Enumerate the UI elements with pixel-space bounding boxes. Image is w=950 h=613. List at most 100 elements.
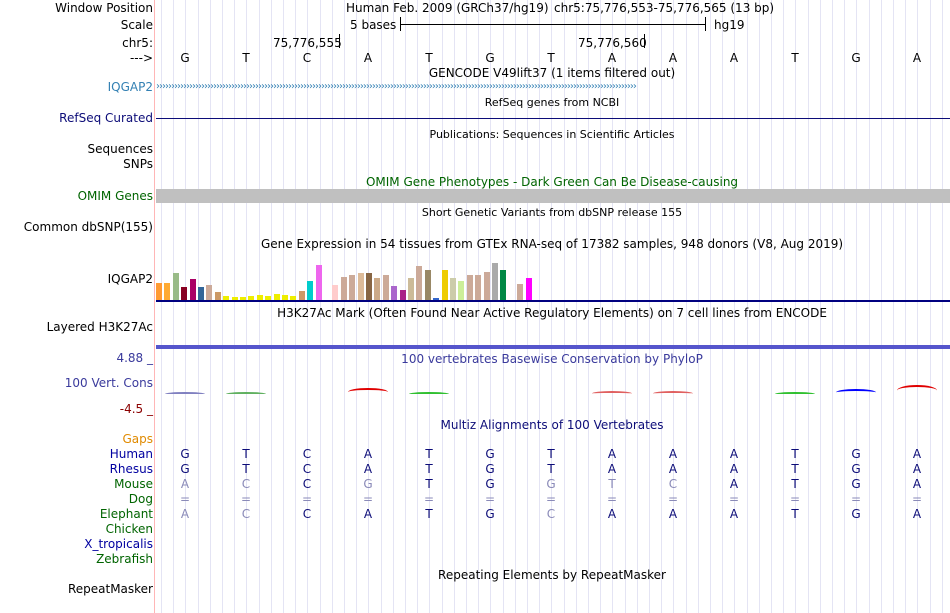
phylop-score-mark[interactable]	[897, 385, 937, 396]
gtex-tissue-bar[interactable]	[206, 285, 213, 300]
sequences-label[interactable]: Sequences	[87, 142, 153, 156]
grid-line	[649, 0, 650, 613]
phylop-score-mark[interactable]	[775, 392, 815, 396]
omim-label[interactable]: OMIM Genes	[77, 189, 153, 203]
refseq-label[interactable]: RefSeq Curated	[59, 111, 153, 125]
gtex-tissue-bar[interactable]	[172, 273, 179, 300]
grid-line	[917, 0, 919, 613]
gencode-gene-feature[interactable]: ››››››››››››››››››››››››››››››››››››››››…	[156, 82, 637, 92]
gtex-tissue-bar[interactable]	[231, 297, 238, 300]
gtex-tissue-bar[interactable]	[315, 265, 322, 300]
gtex-tissue-bar[interactable]	[214, 292, 221, 300]
gtex-tissue-bar[interactable]	[433, 298, 440, 300]
species-label[interactable]: Rhesus	[109, 462, 153, 476]
snps-label[interactable]: SNPs	[123, 157, 153, 171]
phylop-score-mark[interactable]	[653, 391, 693, 396]
species-label[interactable]: Human	[109, 447, 153, 461]
gtex-tissue-bar[interactable]	[198, 287, 204, 300]
gtex-tissue-bar[interactable]	[324, 288, 330, 300]
gtex-tissue-bar[interactable]	[357, 273, 364, 300]
omim-title[interactable]: OMIM Gene Phenotypes - Dark Green Can Be…	[365, 175, 739, 189]
gtex-tissue-bar[interactable]	[399, 290, 406, 300]
gtex-tissue-bar[interactable]	[156, 283, 162, 300]
gtex-tissue-bar[interactable]	[189, 279, 196, 300]
grid-line	[588, 0, 589, 613]
refseq-gene-line[interactable]	[156, 118, 950, 119]
gtex-tissue-bar[interactable]	[500, 270, 507, 300]
omim-feature-bar[interactable]	[156, 189, 950, 203]
alignment-base: =	[911, 492, 923, 506]
h3k27ac-signal-bar[interactable]	[156, 345, 950, 349]
species-label[interactable]: Elephant	[99, 507, 153, 521]
alignment-base: =	[728, 492, 740, 506]
gtex-tissue-bar[interactable]	[307, 281, 314, 300]
gtex-tissue-bar[interactable]	[382, 275, 389, 300]
gtex-tissue-bar[interactable]	[441, 270, 448, 300]
phylop-label[interactable]: 100 Vert. Cons	[64, 376, 153, 390]
gencode-title[interactable]: GENCODE V49lift37 (1 items filtered out)	[428, 66, 676, 80]
gtex-tissue-bar[interactable]	[408, 278, 414, 300]
species-label[interactable]: Dog	[128, 492, 153, 506]
gtex-tissue-bar[interactable]	[349, 275, 356, 300]
gtex-tissue-bar[interactable]	[525, 278, 532, 300]
gencode-iqgap2-label[interactable]: IQGAP2	[107, 80, 153, 94]
gtex-tissue-bar[interactable]	[164, 283, 171, 300]
gtex-tissue-bar[interactable]	[366, 273, 372, 300]
gtex-tissue-bar[interactable]	[332, 285, 339, 300]
gtex-tissue-bar[interactable]	[273, 294, 280, 300]
position-label[interactable]: chr5:75,776,553-75,776,565 (13 bp)	[554, 1, 775, 15]
gtex-tissue-bar[interactable]	[298, 291, 305, 300]
phylop-plot[interactable]	[156, 378, 950, 398]
phylop-score-mark[interactable]	[409, 392, 449, 396]
base-letter: T	[547, 51, 555, 65]
gtex-tissue-bar[interactable]	[248, 296, 255, 300]
gtex-label[interactable]: IQGAP2	[107, 272, 153, 286]
gtex-tissue-bar[interactable]	[508, 287, 515, 300]
gtex-tissue-bar[interactable]	[458, 281, 465, 300]
gtex-tissue-bar[interactable]	[483, 272, 490, 300]
species-label[interactable]: Zebrafish	[96, 552, 153, 566]
repeatmasker-title[interactable]: Repeating Elements by RepeatMasker	[438, 568, 666, 582]
h3k27ac-label[interactable]: Layered H3K27Ac	[46, 320, 153, 334]
alignment-base: A	[912, 462, 922, 476]
dbsnp-title[interactable]: Short Genetic Variants from dbSNP releas…	[421, 206, 683, 219]
h3k27ac-title[interactable]: H3K27Ac Mark (Often Found Near Active Re…	[277, 306, 827, 320]
gtex-tissue-bar[interactable]	[492, 263, 498, 300]
phylop-score-mark[interactable]	[592, 391, 632, 396]
grid-line	[368, 0, 370, 613]
gtex-tissue-bar[interactable]	[466, 275, 473, 300]
phylop-score-mark[interactable]	[348, 388, 388, 396]
gtex-tissue-bar[interactable]	[340, 277, 347, 300]
gtex-tissue-bar[interactable]	[517, 284, 524, 300]
gtex-tissue-bar[interactable]	[290, 296, 297, 300]
grid-line	[722, 0, 724, 613]
phylop-score-mark[interactable]	[165, 392, 205, 396]
gtex-tissue-bar[interactable]	[475, 275, 482, 300]
gtex-tissue-bar[interactable]	[256, 295, 263, 300]
gtex-tissue-bar[interactable]	[265, 296, 272, 300]
dbsnp-label[interactable]: Common dbSNP(155)	[23, 220, 153, 234]
gtex-tissue-bar[interactable]	[450, 278, 456, 300]
assembly-label[interactable]: Human Feb. 2009 (GRCh37/hg19)	[346, 1, 549, 15]
species-label[interactable]: Chicken	[105, 522, 153, 536]
gtex-tissue-bar[interactable]	[374, 278, 381, 300]
gtex-tissue-bar[interactable]	[181, 287, 188, 300]
gtex-tissue-bar[interactable]	[240, 297, 246, 300]
phylop-title[interactable]: 100 vertebrates Basewise Conservation by…	[401, 352, 703, 366]
alignment-base: G	[180, 462, 190, 476]
phylop-score-mark[interactable]	[836, 389, 876, 396]
species-label[interactable]: Mouse	[114, 477, 153, 491]
gtex-tissue-bar[interactable]	[391, 286, 398, 300]
refseq-title[interactable]: RefSeq genes from NCBI	[484, 96, 620, 109]
gtex-tissue-bar[interactable]	[424, 270, 431, 300]
publications-title[interactable]: Publications: Sequences in Scientific Ar…	[429, 128, 675, 141]
gtex-title[interactable]: Gene Expression in 54 tissues from GTEx …	[260, 237, 844, 251]
species-label[interactable]: X_tropicalis	[84, 537, 153, 551]
phylop-score-mark[interactable]	[226, 392, 266, 396]
gtex-tissue-bar[interactable]	[416, 266, 423, 300]
gtex-tissue-bar[interactable]	[223, 296, 230, 300]
gtex-tissue-bar[interactable]	[282, 295, 288, 300]
multiz-title[interactable]: Multiz Alignments of 100 Vertebrates	[440, 418, 664, 432]
repeatmasker-label[interactable]: RepeatMasker	[67, 582, 153, 596]
gtex-bar-chart[interactable]	[156, 252, 556, 300]
